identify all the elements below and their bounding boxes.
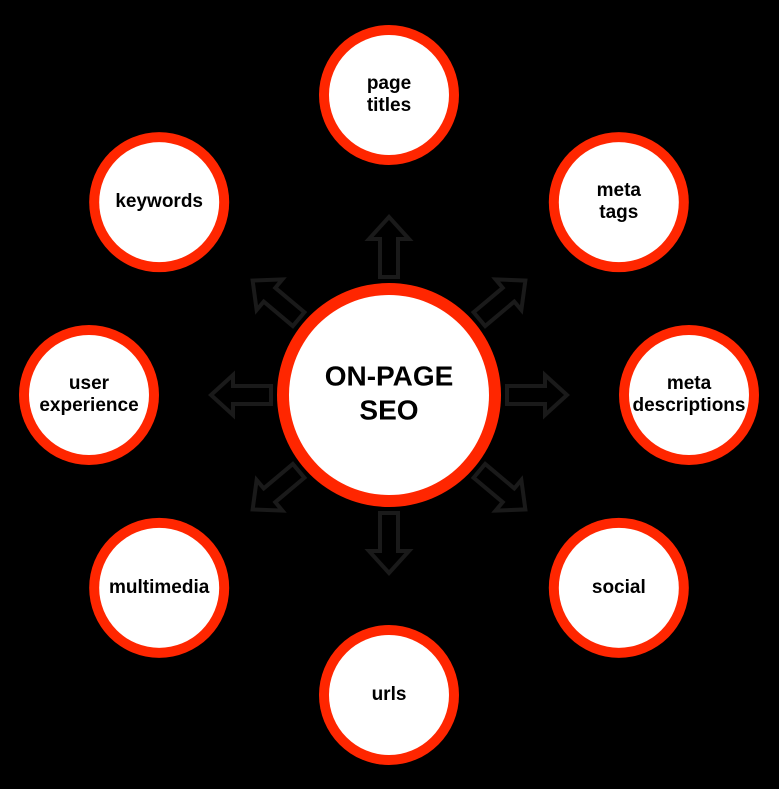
node-meta-descriptions: metadescriptions bbox=[619, 325, 759, 465]
node-page-titles: pagetitles bbox=[319, 25, 459, 165]
center-node: ON-PAGESEO bbox=[277, 283, 501, 507]
node-multimedia-label: multimedia bbox=[109, 577, 210, 598]
center-node-label: SEO bbox=[359, 394, 418, 425]
node-meta-tags: metatags bbox=[549, 132, 689, 272]
center-node-label: ON-PAGE bbox=[325, 360, 454, 391]
node-meta-descriptions-label: descriptions bbox=[633, 395, 746, 416]
node-multimedia: multimedia bbox=[89, 518, 229, 658]
node-page-titles-label: titles bbox=[367, 95, 411, 116]
node-meta-descriptions-label: meta bbox=[667, 373, 712, 394]
node-user-experience-label: user bbox=[69, 373, 110, 394]
node-urls-label: urls bbox=[372, 684, 407, 705]
node-meta-tags-label: meta bbox=[597, 180, 642, 201]
node-keywords-label: keywords bbox=[115, 191, 203, 212]
node-user-experience-label: experience bbox=[39, 395, 138, 416]
node-urls: urls bbox=[319, 625, 459, 765]
node-keywords: keywords bbox=[89, 132, 229, 272]
node-meta-tags-label: tags bbox=[599, 202, 638, 223]
node-social: social bbox=[549, 518, 689, 658]
node-user-experience: userexperience bbox=[19, 325, 159, 465]
node-social-label: social bbox=[592, 577, 646, 598]
node-page-titles-label: page bbox=[367, 73, 411, 94]
seo-radial-diagram: ON-PAGESEOpagetitlesmetatagsmetadescript… bbox=[0, 0, 779, 789]
